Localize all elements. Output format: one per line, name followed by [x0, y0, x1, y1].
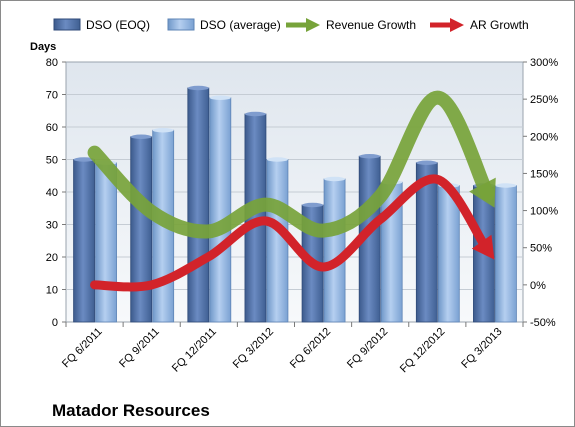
right-tick-label: 150% — [530, 168, 558, 180]
left-tick-label: 20 — [46, 252, 58, 264]
revenue-growth-line — [87, 90, 495, 239]
left-tick-label: 10 — [46, 285, 58, 297]
bar-top — [73, 157, 95, 162]
company-title: Matador Resources — [52, 401, 210, 420]
left-tick-label: 60 — [46, 122, 58, 134]
bar-top — [495, 183, 517, 188]
bar-dso-eoq — [187, 87, 210, 323]
legend-label: DSO (EOQ) — [86, 18, 150, 32]
right-tick-label: 300% — [530, 57, 558, 69]
left-tick-label: 40 — [46, 187, 58, 199]
legend-arrow-head — [306, 18, 320, 32]
left-tick-label: 80 — [46, 57, 58, 69]
bar-dso-average — [95, 162, 117, 323]
arrow-layer — [87, 90, 496, 292]
left-tick-label: 0 — [52, 317, 58, 329]
right-tick-label: 200% — [530, 131, 558, 143]
left-tick-label: 50 — [46, 155, 58, 167]
right-tick-label: -50% — [530, 317, 556, 329]
legend-swatch — [167, 18, 195, 31]
ar-growth-arrowhead — [471, 234, 495, 260]
legend-label: AR Growth — [470, 18, 529, 32]
bar-top — [324, 176, 346, 182]
legend-label: Revenue Growth — [326, 18, 416, 32]
bar-dso-average — [266, 159, 289, 323]
legend-arrow-head — [450, 18, 464, 32]
legend-swatch — [53, 18, 81, 31]
bar-top — [416, 160, 438, 165]
right-tick-label: 0% — [530, 280, 546, 292]
bar-dso-eoq — [130, 136, 153, 323]
left-tick-label: 30 — [46, 220, 58, 232]
right-tick-label: 100% — [530, 206, 558, 218]
bar-top — [152, 128, 174, 133]
ar-growth-line — [90, 174, 490, 292]
revenue-growth-arrowhead — [469, 177, 496, 208]
bar-top — [244, 111, 266, 117]
left-axis-title: Days — [30, 41, 56, 53]
right-tick-label: 50% — [530, 243, 552, 255]
legend: DSO (EOQ) DSO (average) Revenue Growth AR G… — [53, 18, 529, 32]
left-tick-label: 70 — [46, 90, 58, 102]
bar-dso-average — [209, 97, 232, 323]
bar-dso-eoq — [73, 159, 95, 323]
bar-dso-average — [323, 178, 346, 323]
bar-dso-average — [495, 185, 517, 323]
bar-top — [302, 202, 324, 208]
bar-top — [187, 85, 209, 91]
bar-top — [359, 154, 381, 159]
bar-dso-average — [437, 185, 460, 323]
bar-top — [130, 134, 152, 139]
bar-top — [266, 157, 288, 162]
right-tick-label: 250% — [530, 94, 558, 106]
bar-top — [209, 95, 231, 100]
legend-label: DSO (average) — [200, 18, 281, 32]
